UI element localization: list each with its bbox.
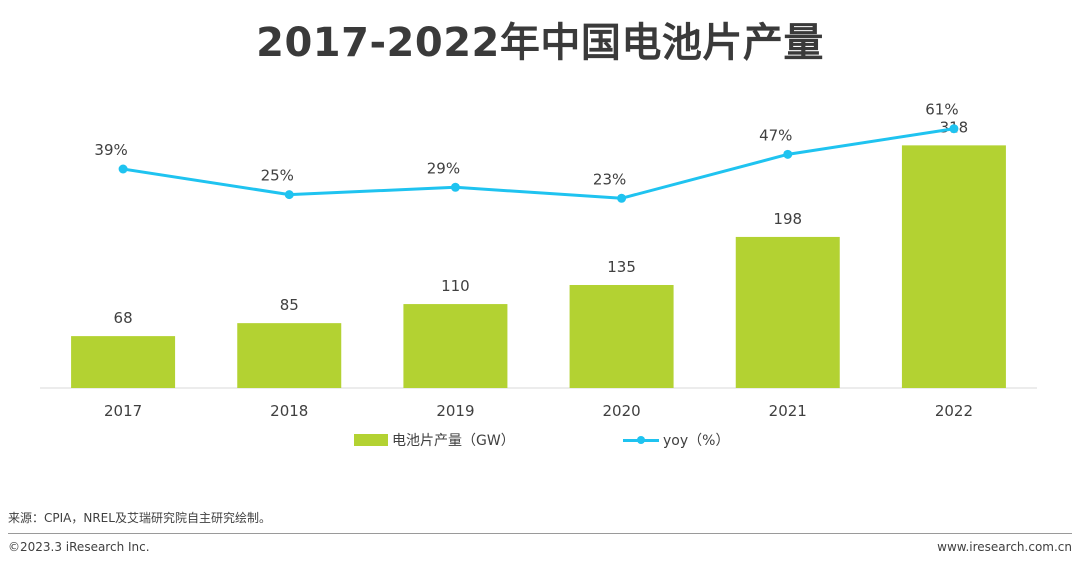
legend-swatch-bar — [354, 434, 388, 446]
legend: 电池片产量（GW） yoy（%） — [0, 430, 1080, 450]
x-tick-label: 2022 — [935, 402, 973, 420]
yoy-value-label: 25% — [261, 167, 294, 185]
copyright: ©2023.3 iResearch Inc. — [8, 540, 150, 554]
yoy-point — [617, 193, 627, 203]
yoy-value-label: 47% — [759, 126, 792, 144]
bar-value-label: 85 — [280, 296, 299, 314]
bar — [71, 336, 176, 388]
bar-value-label: 198 — [773, 210, 802, 228]
bar — [735, 236, 840, 388]
bar-value-label: 68 — [114, 309, 133, 327]
legend-label-production: 电池片产量（GW） — [392, 433, 515, 449]
chart-area: 6820178520181102019135202019820213182022… — [40, 101, 1037, 420]
x-tick-label: 2019 — [436, 402, 474, 420]
chart-title: 2017-2022年中国电池片产量 — [256, 20, 824, 66]
website: www.iresearch.com.cn — [937, 540, 1072, 554]
x-tick-label: 2021 — [769, 402, 807, 420]
bar — [403, 304, 508, 388]
x-tick-label: 2020 — [602, 402, 640, 420]
yoy-value-label: 61% — [925, 101, 958, 119]
bar — [237, 323, 342, 388]
bar — [901, 145, 1006, 388]
yoy-point — [949, 124, 959, 134]
footer-divider — [8, 533, 1072, 534]
legend-label-yoy: yoy（%） — [663, 433, 730, 449]
yoy-point — [783, 149, 793, 159]
legend-item-yoy: yoy（%） — [623, 430, 729, 450]
yoy-value-label: 39% — [94, 141, 127, 159]
yoy-point — [450, 182, 460, 192]
yoy-point — [118, 164, 128, 174]
source-note: 来源：CPIA，NREL及艾瑞研究院自主研究绘制。 — [8, 511, 271, 525]
bar-value-label: 135 — [607, 258, 636, 276]
yoy-line — [122, 127, 955, 200]
x-tick-label: 2017 — [104, 402, 142, 420]
legend-swatch-line — [623, 434, 659, 446]
yoy-value-label: 23% — [593, 170, 626, 188]
yoy-value-label: 29% — [427, 159, 460, 177]
legend-item-production: 电池片产量（GW） — [354, 430, 515, 450]
bar — [569, 284, 674, 388]
x-tick-label: 2018 — [270, 402, 308, 420]
bar-value-label: 110 — [441, 277, 470, 295]
yoy-point — [284, 190, 294, 200]
